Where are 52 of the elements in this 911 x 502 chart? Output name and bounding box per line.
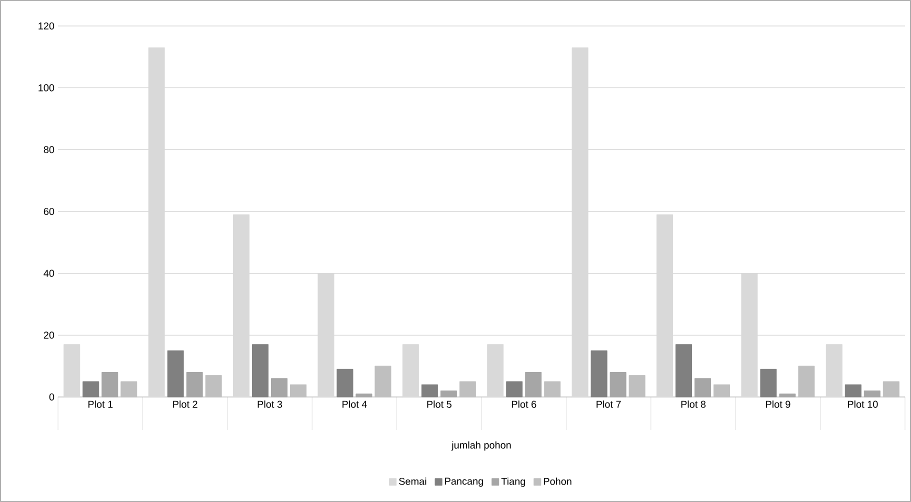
bar bbox=[760, 368, 777, 398]
bar bbox=[421, 384, 438, 398]
bar bbox=[844, 384, 862, 398]
bar bbox=[882, 381, 900, 398]
legend-label: Pohon bbox=[544, 478, 572, 485]
x-tick-label: Plot 2 bbox=[173, 400, 198, 408]
y-tick-label: 80 bbox=[44, 146, 54, 154]
bar bbox=[714, 384, 730, 398]
bar bbox=[64, 344, 80, 398]
x-tick-label: Plot 1 bbox=[88, 400, 113, 408]
bar bbox=[252, 344, 269, 398]
bar bbox=[506, 381, 523, 398]
legend-label: Tiang bbox=[501, 478, 526, 487]
x-tick-label: Plot 7 bbox=[596, 400, 621, 408]
x-tick-label: Plot 8 bbox=[681, 400, 706, 408]
bar bbox=[656, 214, 674, 398]
bar bbox=[205, 375, 222, 398]
bar bbox=[826, 344, 842, 398]
bar bbox=[459, 381, 476, 398]
y-tick-label: 100 bbox=[38, 84, 54, 92]
bar bbox=[798, 366, 815, 398]
y-tick-label: 60 bbox=[44, 208, 54, 216]
bar bbox=[402, 344, 419, 398]
bar bbox=[572, 47, 588, 398]
bar bbox=[590, 350, 608, 398]
y-tick-label: 40 bbox=[44, 270, 54, 277]
x-tick-label: Plot 3 bbox=[258, 400, 282, 408]
bar bbox=[233, 214, 250, 398]
bar bbox=[487, 344, 504, 398]
bar bbox=[741, 273, 758, 398]
bar bbox=[628, 375, 646, 398]
x-tick-label: Plot 6 bbox=[512, 400, 536, 408]
bar bbox=[318, 273, 334, 398]
bar bbox=[544, 381, 561, 398]
x-tick-label: Plot 5 bbox=[427, 400, 452, 408]
bar bbox=[120, 381, 138, 398]
x-tick-label: Plot 9 bbox=[766, 400, 790, 408]
legend-label: Pancang bbox=[445, 478, 483, 487]
legend-label: Semai bbox=[399, 478, 426, 485]
x-axis-title: jumlah pohon bbox=[451, 441, 511, 451]
y-tick-label: 120 bbox=[38, 22, 54, 30]
bar bbox=[374, 366, 392, 398]
x-tick-label: Plot 4 bbox=[342, 400, 367, 408]
bar bbox=[167, 350, 184, 398]
y-tick-label: 0 bbox=[49, 393, 54, 401]
x-tick-label: Plot 10 bbox=[848, 400, 878, 408]
bar bbox=[82, 381, 100, 398]
bar bbox=[676, 344, 692, 398]
bar bbox=[148, 47, 165, 398]
y-tick-label: 20 bbox=[44, 332, 54, 339]
bar bbox=[290, 384, 307, 398]
bar bbox=[336, 368, 354, 398]
